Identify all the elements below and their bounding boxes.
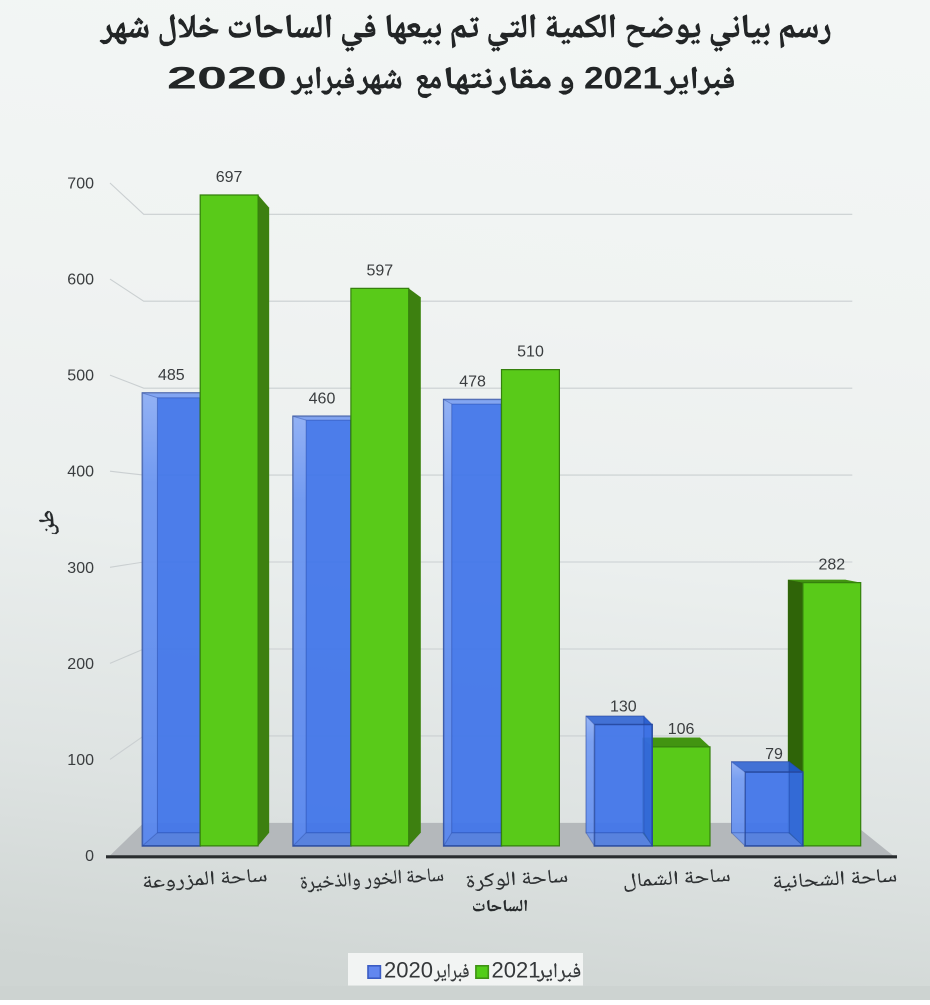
svg-text:600: 600 (67, 272, 94, 289)
svg-text:282: 282 (818, 557, 845, 574)
svg-text:478: 478 (459, 374, 486, 391)
svg-text:2021: 2021 (584, 60, 662, 96)
svg-text:2020: 2020 (384, 957, 433, 982)
svg-text:2021: 2021 (492, 957, 541, 982)
svg-text:300: 300 (67, 560, 94, 577)
svg-text:400: 400 (67, 464, 94, 481)
svg-text:597: 597 (366, 262, 393, 279)
svg-text:460: 460 (309, 390, 336, 407)
svg-text:697: 697 (216, 169, 243, 186)
svg-text:200: 200 (67, 656, 94, 673)
svg-text:510: 510 (517, 344, 544, 361)
svg-text:106: 106 (668, 721, 695, 738)
svg-text:79: 79 (765, 746, 783, 763)
svg-text:700: 700 (67, 176, 94, 193)
svg-text:500: 500 (67, 368, 94, 385)
svg-text:2020: 2020 (167, 60, 287, 96)
svg-text:485: 485 (158, 367, 185, 384)
svg-text:100: 100 (67, 752, 94, 769)
svg-text:130: 130 (610, 699, 637, 716)
svg-text:0: 0 (85, 848, 94, 865)
